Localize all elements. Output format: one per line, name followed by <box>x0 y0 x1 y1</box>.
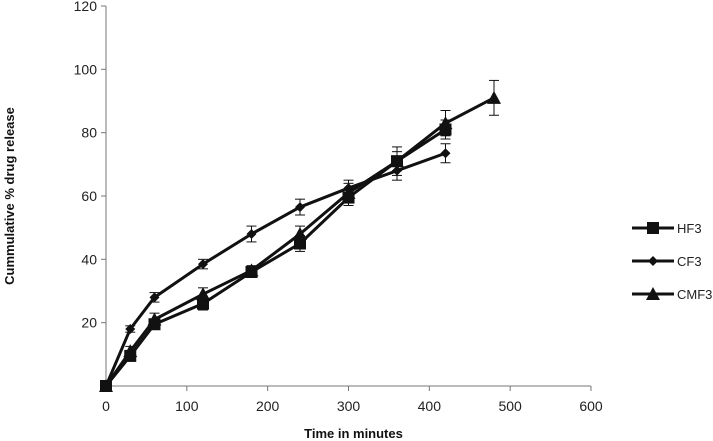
data-point <box>99 379 113 392</box>
data-point <box>147 312 162 326</box>
data-point <box>438 116 453 130</box>
series-line <box>104 96 496 388</box>
series-cf3 <box>101 143 451 391</box>
legend-item-cmf3: CMF3 <box>632 287 712 302</box>
data-point <box>440 148 451 159</box>
legend-label: CMF3 <box>677 287 712 302</box>
series-cmf3 <box>99 79 501 392</box>
legend-marker <box>647 222 659 234</box>
data-point <box>123 344 138 358</box>
legend-marker <box>646 287 660 300</box>
data-point <box>196 287 210 301</box>
x-tick-label: 600 <box>579 398 603 414</box>
data-point <box>295 202 305 213</box>
y-tick-label: 100 <box>74 61 98 77</box>
y-tick-label: 60 <box>81 188 97 204</box>
x-tick-label: 400 <box>418 398 442 414</box>
legend-label: CF3 <box>677 254 702 269</box>
x-tick-label: 200 <box>256 398 280 414</box>
ticks: 20 40 60 80 100 120 0 100 200 300 400 500 600 <box>74 0 603 414</box>
legend-marker <box>648 256 658 266</box>
x-axis-title: Time in minutes <box>304 426 403 441</box>
legend-label: HF3 <box>677 221 702 236</box>
y-axis-title: Cummulative % drug release <box>2 107 17 285</box>
y-tick-label: 20 <box>81 315 97 331</box>
data-point <box>125 324 136 334</box>
data-point <box>198 259 208 270</box>
data-point <box>341 185 356 199</box>
legend-item-hf3: HF3 <box>632 221 702 236</box>
data-point <box>244 263 259 277</box>
data-point <box>487 90 501 104</box>
legend: HF3 CF3 CMF3 <box>632 221 712 302</box>
y-tick-label: 80 <box>81 125 97 141</box>
data-point <box>246 229 257 239</box>
data-point <box>294 237 306 250</box>
data-point <box>390 154 404 168</box>
series-line <box>104 128 447 388</box>
data-point <box>149 292 160 303</box>
data-point <box>293 227 307 240</box>
x-tick-label: 100 <box>175 398 199 414</box>
y-tick-label: 120 <box>74 0 98 14</box>
x-tick-label: 0 <box>102 398 110 414</box>
legend-item-cf3: CF3 <box>632 254 702 269</box>
x-tick-label: 500 <box>498 398 522 414</box>
y-tick-label: 40 <box>81 251 97 267</box>
series-line <box>104 151 447 388</box>
x-tick-label: 300 <box>337 398 361 414</box>
plot-area <box>99 79 501 392</box>
